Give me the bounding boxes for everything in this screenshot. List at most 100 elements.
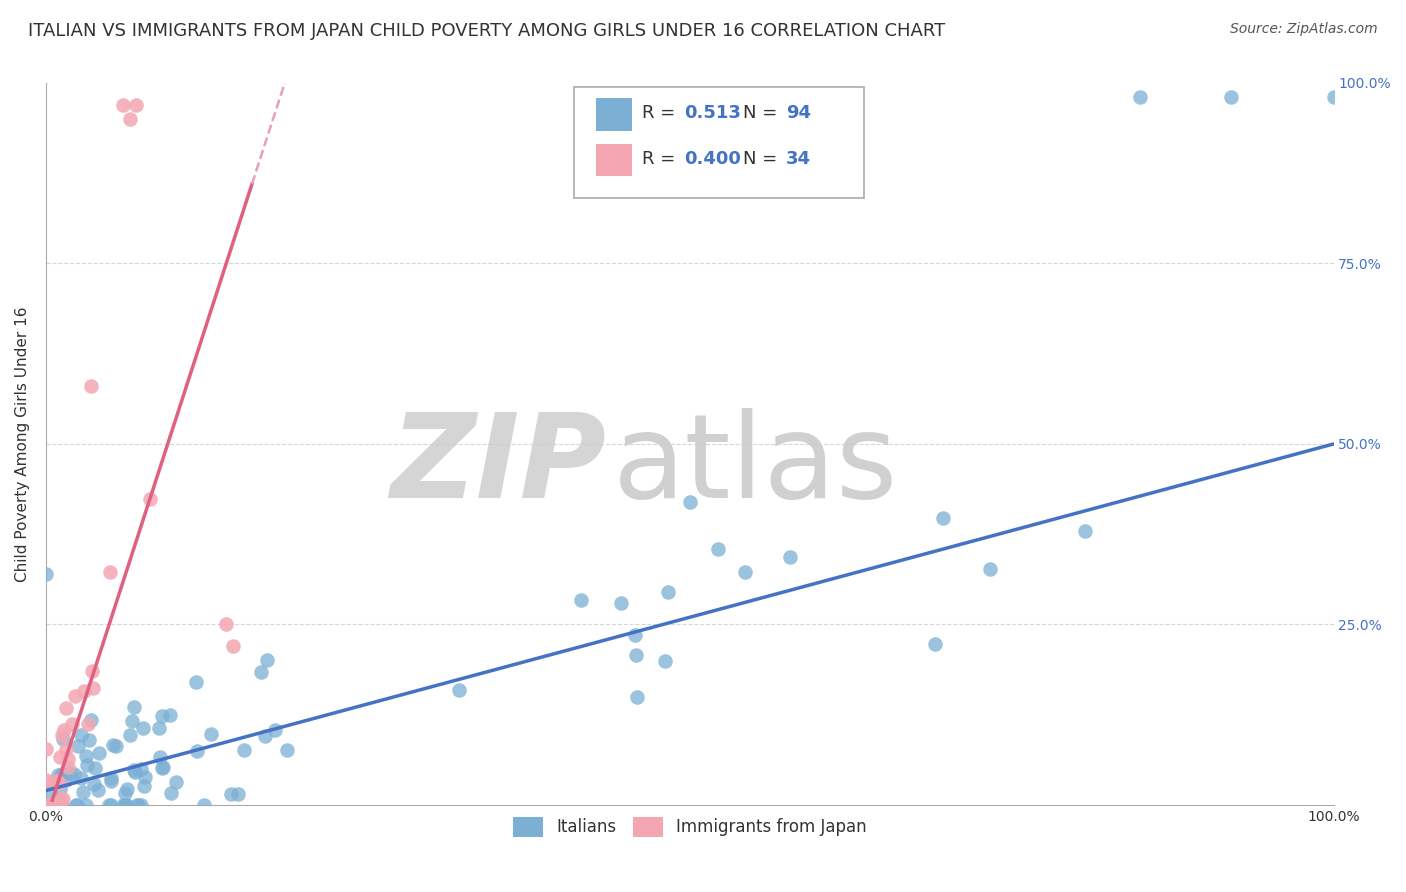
Point (48, 749, 70, 764)
Point (159, 708, 181, 723)
Point (70, 728, 93, 742)
Point (104, 739, 127, 754)
Text: N =: N = (742, 150, 783, 168)
Point (200, 727, 222, 741)
Legend: Italians, Immigrants from Japan: Italians, Immigrants from Japan (506, 810, 873, 844)
Point (63, 767, 86, 781)
Point (65, 689, 87, 703)
Text: N =: N = (742, 104, 783, 122)
Point (979, 561, 1001, 575)
Point (70, 772, 93, 786)
Point (77, 717, 100, 731)
Text: Source: ZipAtlas.com: Source: ZipAtlas.com (1230, 22, 1378, 37)
Point (65, 797, 87, 812)
Text: R =: R = (643, 104, 681, 122)
Point (55, 772, 77, 787)
Point (734, 565, 756, 579)
Point (149, 750, 172, 764)
Point (932, 511, 955, 525)
Point (83, 777, 105, 791)
Point (150, 761, 173, 775)
Point (51, 767, 73, 781)
Point (186, 744, 208, 758)
Point (127, 797, 149, 812)
Point (98, 797, 121, 812)
Text: 94: 94 (786, 104, 811, 122)
FancyBboxPatch shape (596, 98, 631, 131)
Point (152, 760, 174, 774)
Point (72, 785, 94, 799)
Point (80, 379, 103, 393)
Point (35, 566, 58, 581)
Point (122, 763, 145, 777)
Point (48, 776, 70, 790)
FancyBboxPatch shape (596, 144, 631, 177)
Point (129, 762, 152, 776)
Point (148, 721, 170, 735)
Point (55, 741, 77, 756)
Point (38, 797, 60, 812)
Point (41, 775, 63, 789)
Text: atlas: atlas (613, 409, 898, 523)
Point (160, 786, 183, 800)
Point (100, 797, 122, 812)
Point (1129, 90, 1152, 104)
Point (76, 758, 98, 772)
Point (52, 732, 75, 747)
Point (139, 492, 162, 507)
Point (41, 797, 63, 812)
Point (447, 682, 470, 697)
Point (82, 664, 104, 678)
Point (127, 797, 149, 812)
Point (49, 781, 72, 796)
Point (122, 699, 145, 714)
Point (193, 797, 215, 812)
Point (84, 760, 107, 774)
Point (42, 797, 65, 812)
Point (100, 774, 122, 789)
Point (125, 97, 148, 112)
Point (254, 730, 277, 744)
Point (98, 565, 121, 579)
Point (45, 793, 67, 807)
Point (75, 749, 97, 764)
Point (87, 783, 110, 797)
Point (226, 787, 249, 801)
Point (624, 648, 647, 663)
Point (1322, 90, 1344, 104)
Point (165, 775, 187, 789)
Point (569, 593, 592, 607)
Point (75, 797, 97, 812)
Point (66, 739, 89, 753)
Point (249, 665, 271, 679)
Point (39, 784, 62, 798)
Point (60, 716, 83, 731)
Point (232, 742, 254, 756)
Text: ITALIAN VS IMMIGRANTS FROM JAPAN CHILD POVERTY AMONG GIRLS UNDER 16 CORRELATION : ITALIAN VS IMMIGRANTS FROM JAPAN CHILD P… (28, 22, 945, 40)
Point (100, 771, 122, 785)
Point (38, 797, 60, 812)
Point (115, 797, 138, 812)
Point (77, 733, 100, 747)
Point (679, 494, 702, 508)
Point (56, 760, 79, 774)
Point (657, 585, 679, 599)
Point (221, 639, 243, 653)
Point (35, 773, 58, 788)
Point (37, 797, 59, 812)
Point (114, 797, 136, 812)
Point (124, 764, 146, 779)
Text: 34: 34 (786, 150, 811, 168)
Point (53, 723, 76, 737)
Point (114, 786, 136, 800)
Point (73, 684, 96, 698)
Point (132, 721, 155, 735)
Point (39, 797, 62, 812)
Point (120, 729, 142, 743)
Point (132, 779, 155, 793)
Y-axis label: Child Poverty Among Girls Under 16: Child Poverty Among Girls Under 16 (15, 306, 30, 582)
Point (55, 701, 77, 715)
Point (150, 708, 173, 723)
FancyBboxPatch shape (574, 87, 863, 199)
Point (52, 792, 75, 806)
